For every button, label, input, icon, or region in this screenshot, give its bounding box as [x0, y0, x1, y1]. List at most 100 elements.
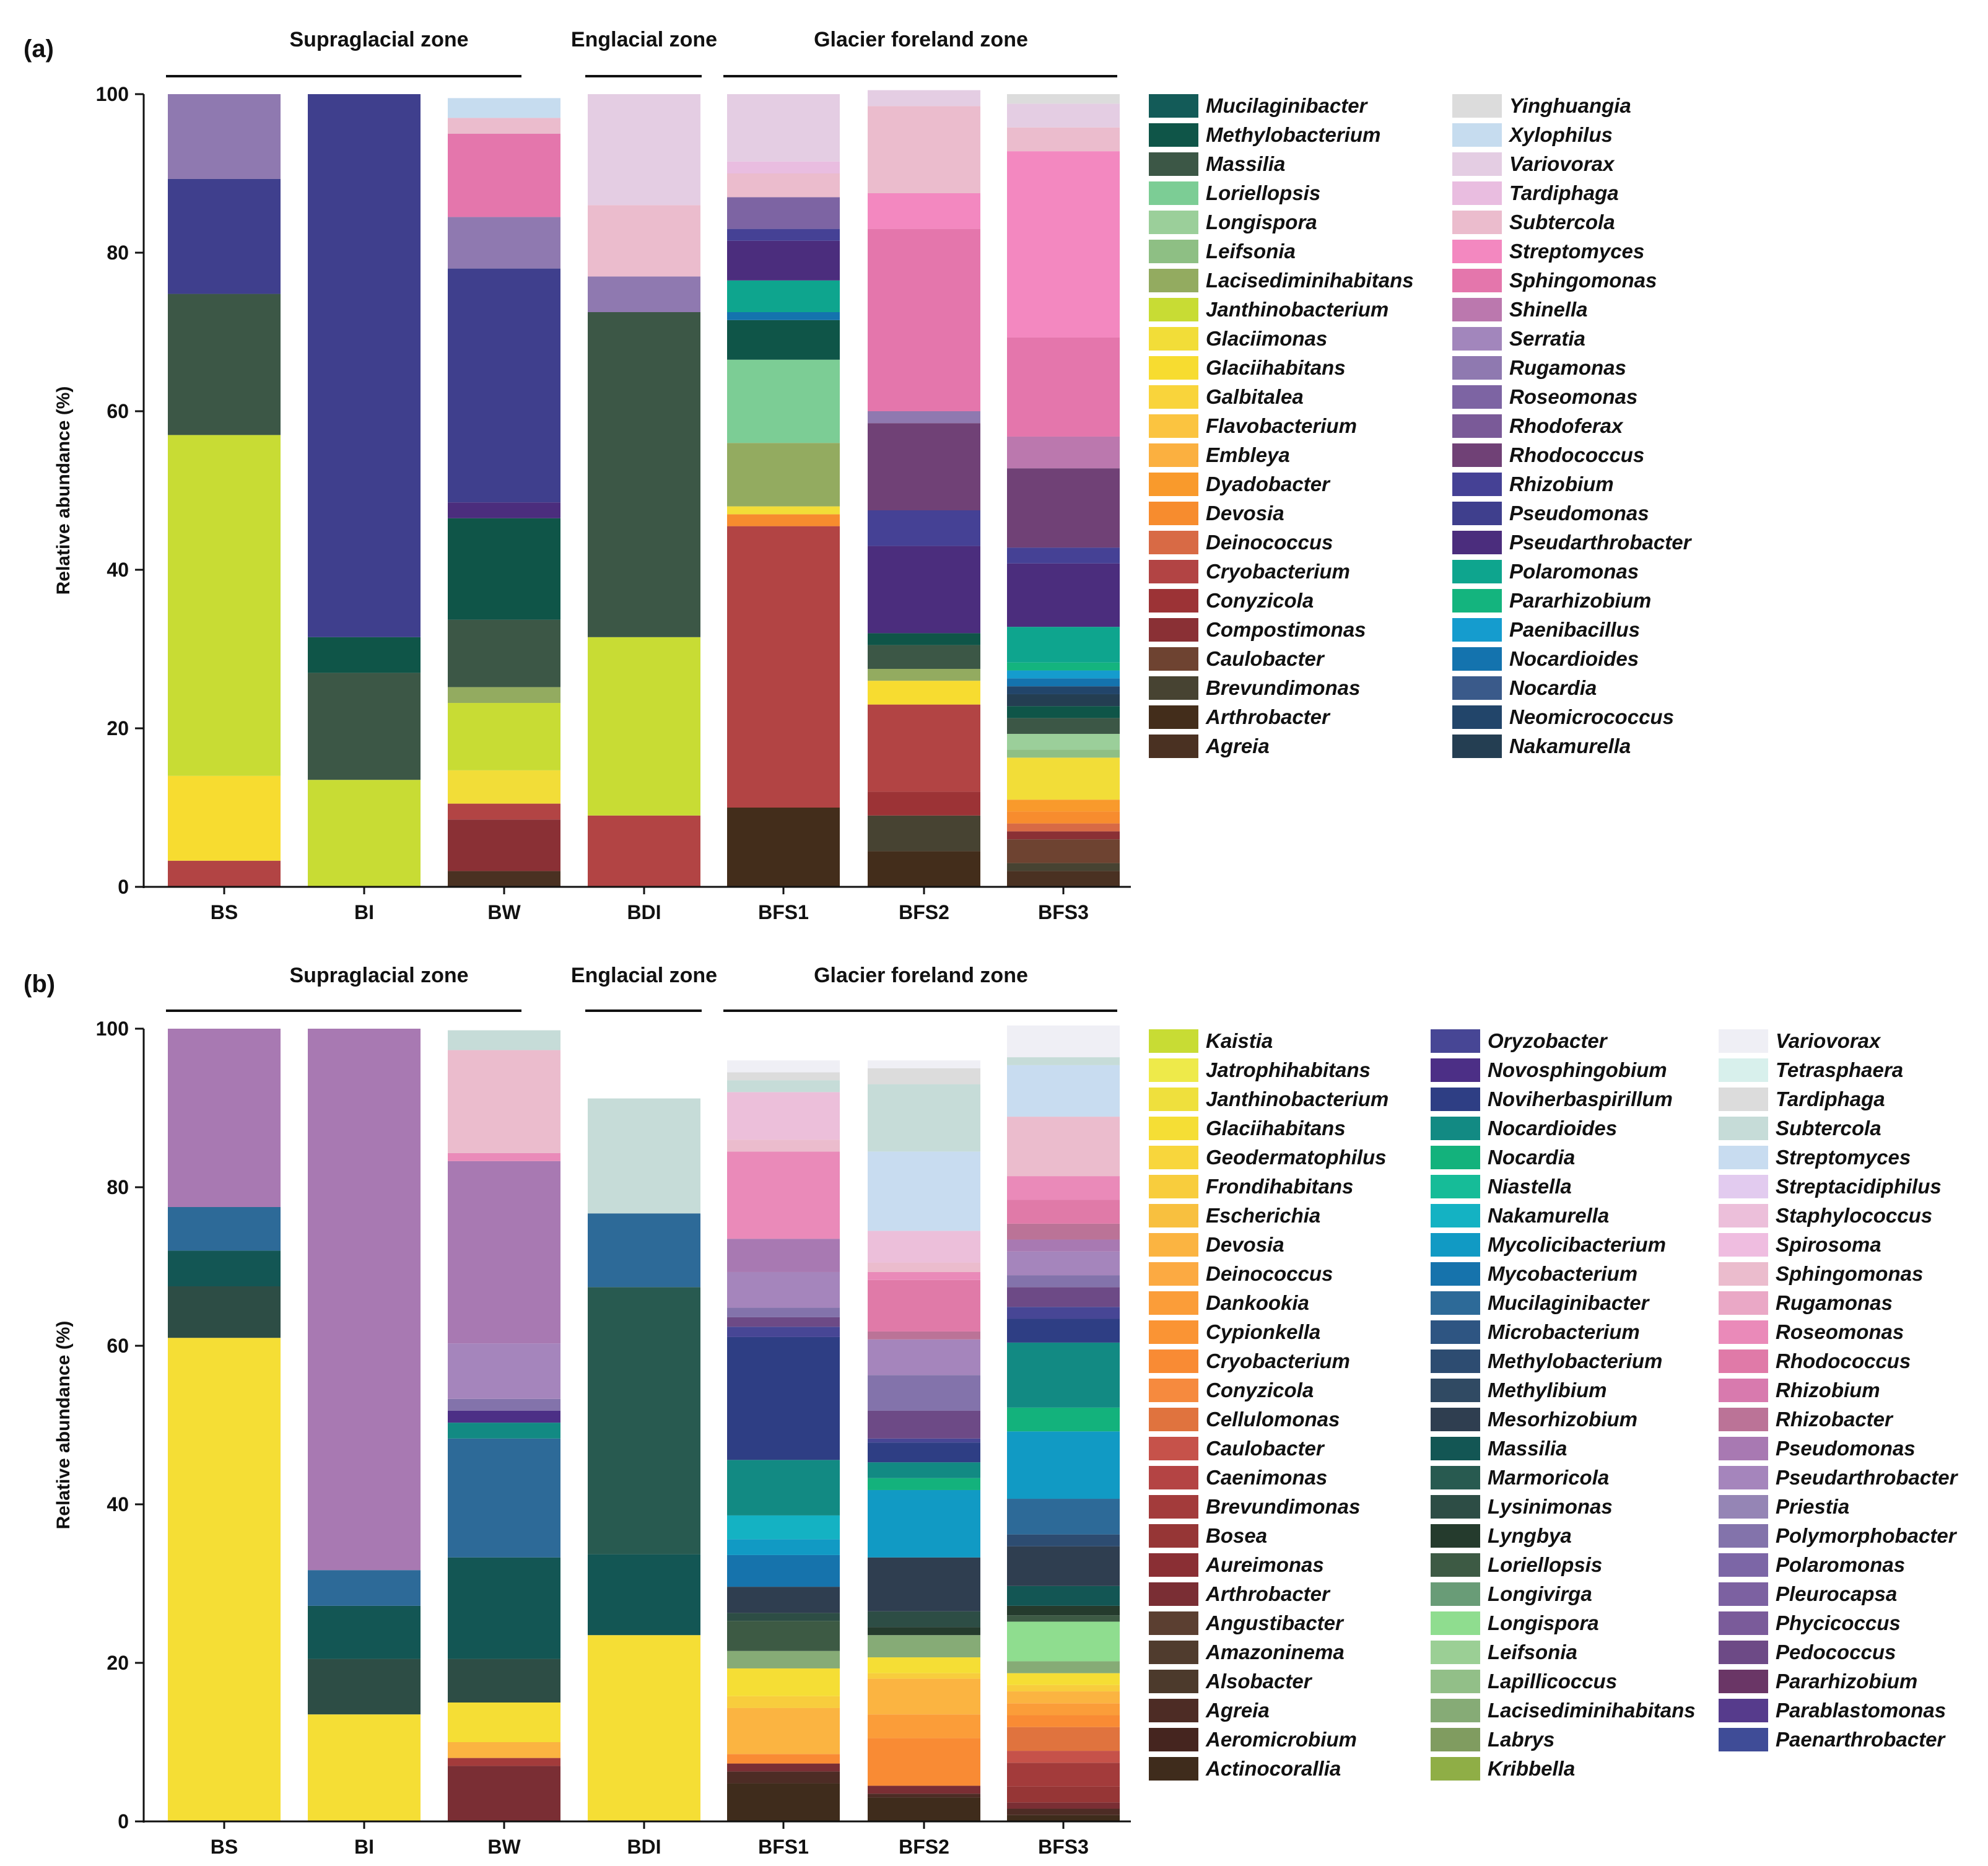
legend-swatch-longispora: [1149, 211, 1198, 234]
bar-segment-bw-roseomonas: [448, 1153, 560, 1161]
legend-swatch-subtercola: [1719, 1117, 1768, 1140]
bar-segment-bfs3-paenibacillus: [1007, 670, 1120, 679]
legend-swatch-pseudarthrobacter: [1719, 1466, 1768, 1489]
y-tick-label: 60: [107, 1335, 129, 1357]
x-tick-label-bfs3: BFS3: [1038, 1836, 1089, 1858]
bar-segment-bi-pseudomonas: [308, 1029, 421, 1571]
x-tick-label-bs: BS: [211, 901, 238, 923]
bar-segment-bw-mucilaginibacter: [448, 1438, 560, 1558]
bar-segment-bfs1-nocardioides: [727, 312, 840, 320]
y-tick-label: 40: [107, 559, 129, 581]
legend-label-rhizobacter: Rhizobacter: [1776, 1408, 1894, 1431]
bar-segment-bfs3-cellulomonas: [1007, 1727, 1120, 1751]
bar-segment-bfs3-pararhizobium: [1007, 662, 1120, 671]
legend-swatch-labrys: [1431, 1728, 1480, 1751]
legend-label-lyngbya: Lyngbya: [1488, 1524, 1572, 1547]
legend-swatch-glaciimonas: [1149, 327, 1198, 351]
legend-label-xylophilus: Xylophilus: [1508, 123, 1613, 146]
bar-segment-bfs2-rhodococcus: [868, 1280, 980, 1332]
bar-segment-bfs1-actinocorallia: [727, 1783, 840, 1821]
bar-segment-bs-lysinimonas: [168, 1286, 281, 1338]
legend-swatch-caenimonas: [1149, 1466, 1198, 1489]
legend-swatch-niastella: [1431, 1175, 1480, 1198]
bar-segment-bfs3-rhodococcus: [1007, 1200, 1120, 1224]
bar-segment-bfs3-devosia: [1007, 811, 1120, 824]
bar-segment-bfs1-roseomonas: [727, 1151, 840, 1239]
zone-label-glacier-foreland-zone: Glacier foreland zone: [814, 964, 1028, 987]
legend-swatch-methylobacterium: [1149, 123, 1198, 147]
legend-label-glaciimonas: Glaciimonas: [1206, 327, 1327, 350]
bar-segment-bfs1-lacisediminihabitans: [727, 1650, 840, 1668]
panel-label: (b): [24, 970, 55, 998]
bar-segment-bfs3-sphingomonas: [1007, 1117, 1120, 1177]
bar-segment-bw-lysinimonas: [448, 1659, 560, 1703]
legend-swatch-lacisediminihabitans: [1149, 269, 1198, 292]
legend-label-angustibacter: Angustibacter: [1205, 1611, 1345, 1634]
bar-segment-bw-brevundimonas: [448, 1758, 560, 1766]
bar-segment-bfs2-actinocorallia: [868, 1797, 980, 1821]
y-tick-label: 80: [107, 242, 129, 264]
bar-segment-bfs2-devosia: [868, 1678, 980, 1715]
legend-label-conyzicola: Conyzicola: [1206, 589, 1314, 612]
legend-swatch-cypionkella: [1149, 1320, 1198, 1344]
bar-segment-bfs1-arthrobacter: [727, 1763, 840, 1772]
bar-segment-bw-polymorphobacter: [448, 1398, 560, 1411]
legend-label-microbacterium: Microbacterium: [1488, 1320, 1640, 1343]
panel-a: (a) Supraglacial zone Englacial zone Glacie…: [24, 28, 1693, 923]
legend-label-devosia: Devosia: [1206, 502, 1284, 525]
y-axis-label: Relative abundance (%): [53, 1321, 74, 1530]
bar-segment-bw-glaciihabitans: [448, 1703, 560, 1742]
bar-segment-bfs3-deinococcus: [1007, 823, 1120, 832]
bar-segment-bfs2-rugamonas: [868, 411, 980, 424]
legend-swatch-amazoninema: [1149, 1641, 1198, 1664]
legend-label-dankookia: Dankookia: [1206, 1291, 1309, 1314]
x-tick-label-bw: BW: [487, 901, 521, 923]
bar-segment-bfs3-longispora: [1007, 1621, 1120, 1662]
bar-segment-bfs2-lysinimonas: [868, 1611, 980, 1628]
bar-segment-bfs2-noviherbaspirillum: [868, 1442, 980, 1463]
legend-swatch-yinghuangia: [1452, 94, 1502, 118]
bar-segment-bw-pseudomonas: [448, 1161, 560, 1344]
legend-swatch-kribbella: [1431, 1757, 1480, 1781]
legend-swatch-agreia: [1149, 1699, 1198, 1722]
bar-segment-bs-glaciihabitans: [168, 1338, 281, 1821]
bar-stack-bi: [308, 1029, 421, 1821]
legend-label-niastella: Niastella: [1488, 1175, 1572, 1198]
bar-segment-bfs2-pseudarthrobacter: [868, 546, 980, 634]
legend-label-novosphingobium: Novosphingobium: [1488, 1058, 1667, 1081]
bar-segment-bfs2-variovorax: [868, 1060, 980, 1068]
legend-label-deinococcus: Deinococcus: [1206, 531, 1333, 554]
bar-segment-bfs3-shinella: [1007, 436, 1120, 469]
legend-swatch-arthrobacter: [1149, 1582, 1198, 1606]
bar-segment-bfs3-nakamurella: [1007, 694, 1120, 707]
legend-swatch-geodermatophilus: [1149, 1146, 1198, 1169]
legend-label-rhizobium: Rhizobium: [1509, 473, 1614, 495]
legend-label-variovorax: Variovorax: [1776, 1029, 1881, 1052]
legend-label-priestia: Priestia: [1776, 1495, 1849, 1518]
legend-label-cellulomonas: Cellulomonas: [1206, 1408, 1340, 1431]
bar-segment-bfs1-mycolicibacterium: [727, 1539, 840, 1555]
bar-segment-bfs2-sphingomonas: [868, 1262, 980, 1272]
bar-segment-bfs3-glaciimonas: [1007, 757, 1120, 800]
bar-segment-bdi-marmoricola: [588, 1287, 700, 1554]
legend-label-actinocorallia: Actinocorallia: [1205, 1757, 1341, 1780]
legend-label-massilia: Massilia: [1488, 1437, 1567, 1460]
legend-label-noviherbaspirillum: Noviherbaspirillum: [1488, 1088, 1673, 1110]
legend-label-sphingomonas: Sphingomonas: [1776, 1262, 1923, 1285]
bar-segment-bfs1-devosia: [727, 514, 840, 526]
bar-segment-bfs3-neomicrococcus: [1007, 686, 1120, 694]
bar-segment-bi-massilia: [308, 1605, 421, 1659]
bar-segment-bfs3-rhodococcus: [1007, 468, 1120, 548]
legend-swatch-paenibacillus: [1452, 618, 1502, 642]
bar-segment-bfs1-methylobacterium: [727, 320, 840, 360]
legend-swatch-rhizobacter: [1719, 1408, 1768, 1431]
legend-label-rhodoferax: Rhodoferax: [1509, 414, 1624, 437]
bar-segment-bfs3-subtercola: [1007, 127, 1120, 152]
legend-swatch-pararhizobium: [1452, 589, 1502, 613]
legend-swatch-lapillicoccus: [1431, 1670, 1480, 1693]
legend-label-kaistia: Kaistia: [1206, 1029, 1273, 1052]
legend-swatch-longivirga: [1431, 1582, 1480, 1606]
bar-segment-bfs1-agreia: [727, 1771, 840, 1784]
legend-label-oryzobacter: Oryzobacter: [1488, 1029, 1608, 1052]
bar-segment-bdi-janthinobacterium: [588, 637, 700, 816]
